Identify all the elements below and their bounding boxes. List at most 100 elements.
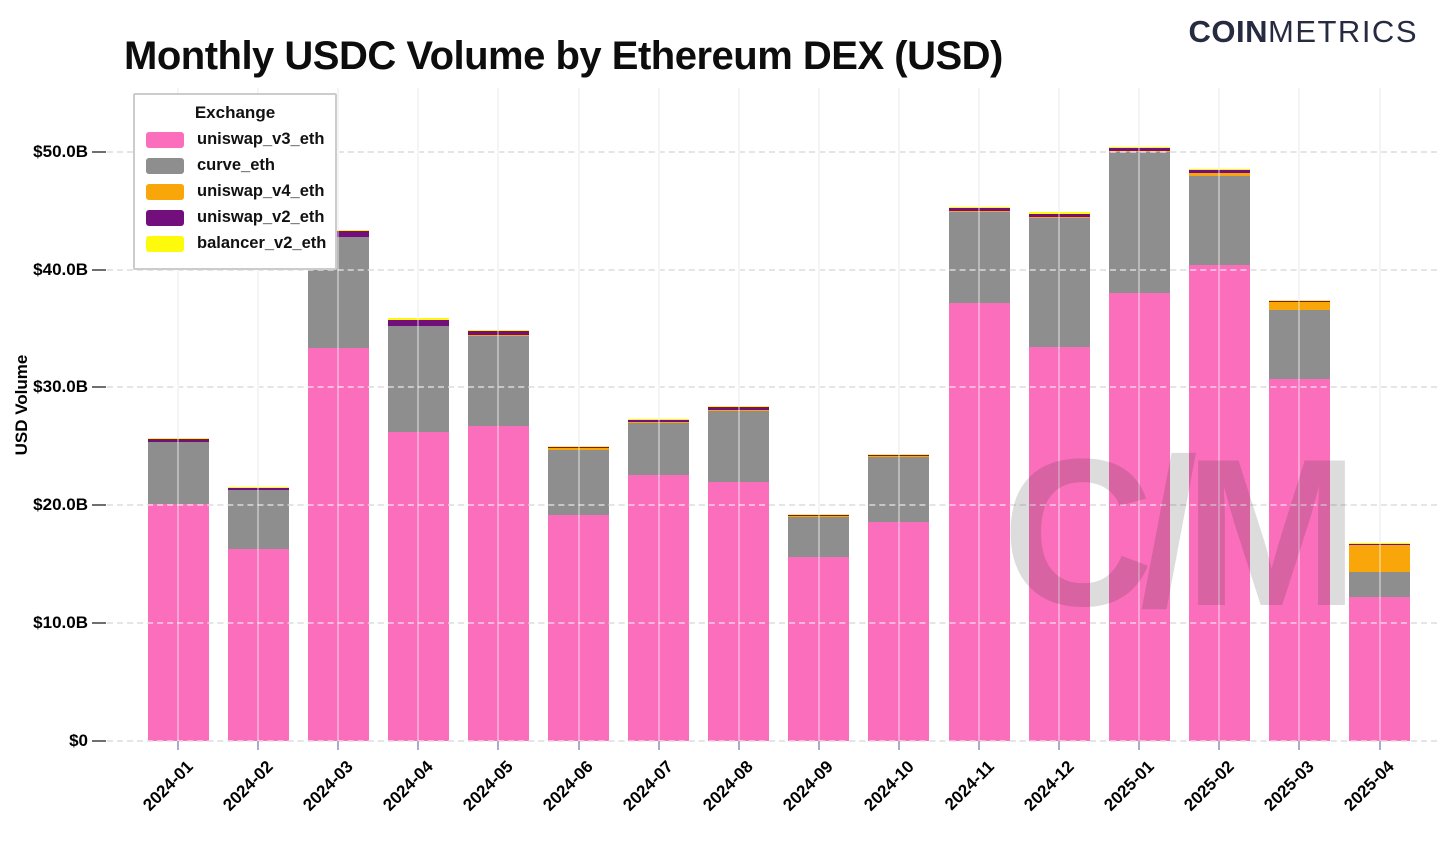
bar-segment-balancer_v2_eth-2024-09 [788, 514, 850, 516]
x-tick-mark [417, 741, 420, 750]
h-gridline-overlay [107, 740, 1437, 742]
bar-segment-uniswap_v2_eth-2024-11 [948, 208, 1010, 212]
bar-segment-curve_eth-2025-04 [1349, 572, 1410, 598]
v-gridline-overlay [978, 88, 980, 741]
bar-segment-curve_eth-2024-02 [227, 489, 289, 549]
bar-segment-uniswap_v4_eth-2024-05 [467, 334, 529, 336]
x-tick-label: 2024-12 [1019, 757, 1078, 815]
x-tick-label: 2024-09 [779, 757, 838, 815]
bar-segment-uniswap_v4_eth-2024-07 [628, 421, 690, 423]
bar-segment-curve_eth-2024-04 [387, 326, 449, 433]
h-gridline-overlay [107, 504, 1437, 507]
v-gridline-overlay [737, 88, 740, 741]
legend-swatch-uniswap_v2_eth [146, 209, 184, 226]
x-tick-mark [1218, 741, 1221, 750]
v-gridline-overlay [337, 88, 340, 741]
bar-segment-curve_eth-2024-01 [147, 441, 209, 505]
h-gridline-overlay [107, 268, 1437, 271]
legend-label: uniswap_v3_eth [197, 130, 325, 148]
x-tick-label: 2025-02 [1180, 757, 1238, 815]
bar-segment-uniswap_v2_eth-2025-02 [1188, 169, 1250, 173]
y-tick-mark [92, 740, 106, 742]
bar-segment-uniswap_v2_eth-2025-04 [1349, 543, 1410, 546]
v-gridline [177, 88, 179, 741]
h-gridline-overlay [107, 150, 1437, 153]
x-tick-mark [978, 741, 980, 750]
x-tick-mark [337, 741, 340, 750]
bar-segment-balancer_v2_eth-2024-08 [708, 405, 770, 407]
bar-segment-curve_eth-2024-09 [788, 517, 850, 558]
y-tick-label: $10.0B [33, 613, 88, 633]
bar-segment-uniswap_v2_eth-2024-06 [548, 446, 609, 449]
bar-segment-uniswap_v2_eth-2024-09 [788, 514, 850, 516]
logo-metrics: METRICS [1268, 14, 1418, 49]
x-tick-label: 2024-06 [539, 757, 597, 815]
bar-segment-uniswap_v3_eth-2024-05 [467, 426, 529, 741]
v-gridline-overlay [657, 88, 660, 741]
legend-title: Exchange [194, 103, 276, 122]
y-tick-label: $20.0B [33, 495, 88, 515]
bar-segment-uniswap_v3_eth-2024-03 [307, 348, 369, 741]
bar-segment-curve_eth-2024-07 [628, 422, 690, 475]
bar-segment-uniswap_v4_eth-2025-04 [1349, 545, 1410, 573]
y-tick-label: $30.0B [33, 377, 88, 397]
bar-segment-uniswap_v2_eth-2024-07 [628, 419, 690, 422]
bar-segment-curve_eth-2024-08 [708, 410, 770, 482]
bar-segment-uniswap_v2_eth-2024-10 [868, 454, 930, 456]
v-gridline [897, 88, 900, 741]
bar-segment-curve_eth-2024-05 [467, 335, 529, 427]
bar-segment-uniswap_v4_eth-2024-12 [1028, 217, 1090, 219]
x-tick-label: 2025-03 [1260, 757, 1318, 815]
bar-segment-uniswap_v2_eth-2025-01 [1108, 148, 1170, 152]
x-tick-mark [497, 741, 500, 750]
coinmetrics-watermark: C/M [1002, 415, 1359, 650]
v-gridline-overlay [897, 88, 900, 741]
x-tick-label: 2024-05 [459, 757, 517, 815]
x-tick-mark [1298, 741, 1301, 750]
bar-segment-balancer_v2_eth-2024-05 [467, 329, 529, 332]
bar-segment-curve_eth-2024-12 [1028, 217, 1090, 348]
bar-segment-balancer_v2_eth-2025-02 [1188, 168, 1250, 170]
v-gridline-overlay [1058, 88, 1061, 741]
x-tick-label: 2024-10 [859, 757, 918, 815]
x-tick-label: 2024-08 [699, 757, 758, 815]
x-tick-mark [737, 741, 740, 750]
y-axis-title: USD Volume [12, 354, 31, 456]
legend-swatch-uniswap_v3_eth [146, 131, 184, 148]
bar-segment-uniswap_v4_eth-2024-08 [708, 410, 770, 412]
bar-segment-curve_eth-2024-11 [948, 211, 1010, 303]
legend-item-uniswap_v4_eth: uniswap_v4_eth [146, 182, 335, 201]
x-tick-mark [177, 741, 179, 750]
y-tick-label: $0 [69, 731, 88, 750]
x-tick-mark [657, 741, 660, 750]
x-tick-label: 2024-04 [379, 757, 437, 815]
bar-segment-uniswap_v4_eth-2024-10 [868, 455, 930, 457]
bar-segment-uniswap_v4_eth-2024-11 [948, 211, 1010, 213]
legend-swatch-curve_eth [146, 157, 184, 174]
legend-item-curve_eth: curve_eth [146, 156, 335, 175]
v-gridline [257, 88, 260, 741]
x-tick-label: 2024-02 [218, 757, 277, 815]
bar-segment-uniswap_v4_eth-2025-03 [1268, 301, 1330, 310]
bar-segment-balancer_v2_eth-2024-06 [548, 445, 609, 447]
x-tick-label: 2024-03 [299, 757, 357, 815]
legend-item-uniswap_v2_eth: uniswap_v2_eth [146, 208, 335, 227]
bar-segment-uniswap_v2_eth-2024-02 [227, 487, 289, 490]
y-tick-mark [92, 268, 106, 271]
x-tick-label: 2024-07 [619, 757, 678, 815]
x-tick-mark [1378, 741, 1381, 750]
x-tick-label: 2025-01 [1100, 757, 1158, 815]
bar-segment-uniswap_v3_eth-2024-02 [227, 548, 289, 741]
bar-segment-uniswap_v4_eth-2024-09 [788, 515, 850, 518]
bar-segment-uniswap_v3_eth-2025-02 [1188, 264, 1250, 741]
bar-segment-balancer_v2_eth-2024-02 [227, 486, 289, 488]
bar-segment-curve_eth-2025-02 [1188, 176, 1250, 265]
legend-swatch-uniswap_v4_eth [146, 183, 184, 200]
v-gridline-overlay [1378, 88, 1381, 741]
v-gridline [577, 88, 580, 741]
v-gridline-overlay [497, 88, 500, 741]
